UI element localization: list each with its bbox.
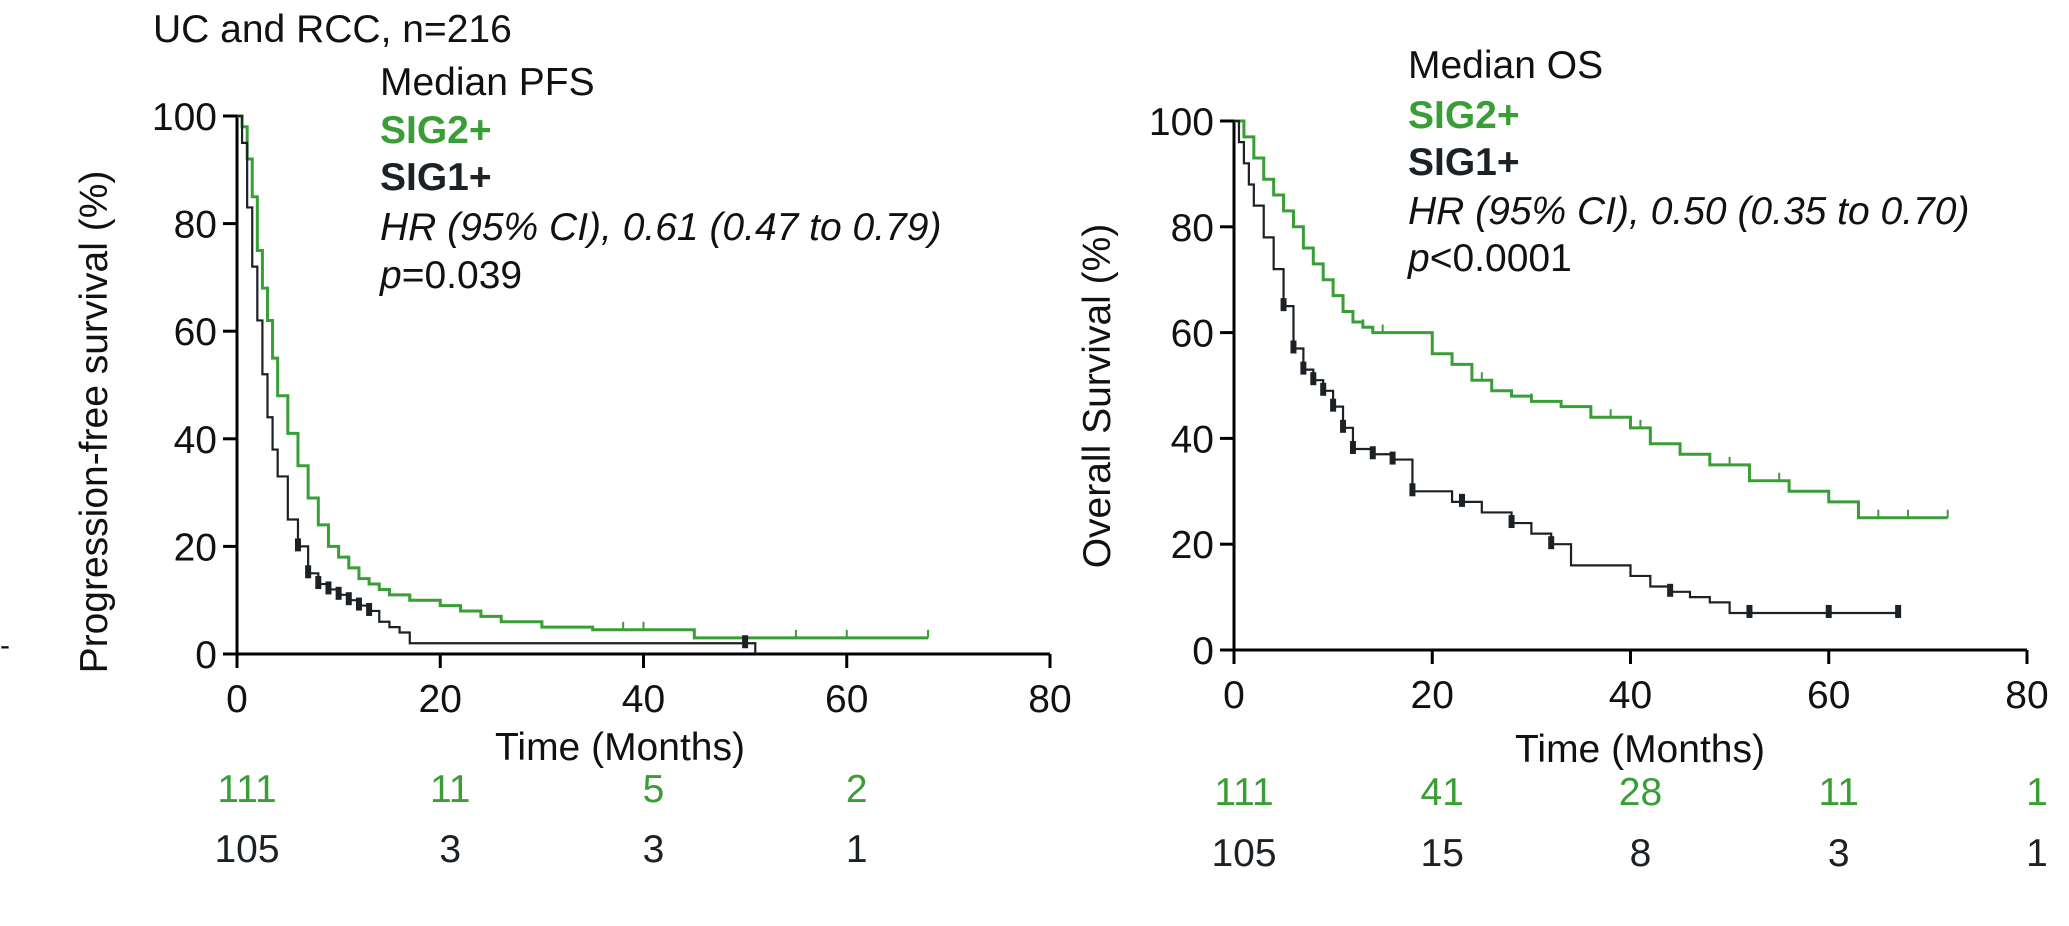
os-at-risk-count: 11 — [1819, 771, 1860, 814]
os-at-risk-count: 3 — [1828, 832, 1850, 875]
os-y-tick-label: 20 — [1171, 524, 1214, 567]
pfs-x-label: Time (Months) — [495, 726, 745, 769]
pfs-y-tick-label: 100 — [152, 96, 217, 139]
os-y-tick-label: 40 — [1171, 418, 1214, 461]
pfs-y-tick-label: 0 — [195, 634, 217, 677]
pfs-legend-title: Median PFS — [380, 61, 595, 104]
pfs-y-label: Progression-free survival (%) — [73, 171, 116, 674]
figure-title: UC and RCC, n=216 — [153, 8, 512, 51]
os-at-risk-count: 1 — [2026, 771, 2048, 814]
os-at-risk-count: 28 — [1619, 771, 1662, 814]
os-y-tick-label: 60 — [1171, 313, 1214, 356]
os-x-tick-label: 80 — [2005, 674, 2048, 717]
pfs-x-tick-label: 0 — [226, 678, 248, 721]
os-curve-sig2-plus — [1234, 119, 1948, 520]
pfs-legend-sig2: SIG2+ — [380, 109, 492, 152]
pfs-y-tick-label: 60 — [174, 311, 217, 354]
os-at-risk-count: 105 — [1211, 832, 1276, 875]
pfs-legend: Median PFS SIG2+ SIG1+ HR (95% CI), 0.61… — [379, 61, 941, 297]
pfs-at-risk-count: 2 — [846, 768, 868, 811]
os-y-tick-label: 100 — [1149, 101, 1214, 144]
os-censor-marks — [1280, 202, 1949, 618]
os-legend-sig2: SIG2+ — [1408, 94, 1520, 137]
pfs-p-number: =0.039 — [402, 254, 522, 297]
pfs-chart: 0 20 40 60 80 0 20 40 60 80 100 Median PFS SIG2+ S… — [73, 61, 1072, 871]
panel-marker: - — [0, 629, 10, 662]
pfs-x-tick-label: 20 — [419, 678, 462, 721]
pfs-at-risk-count: 1 — [846, 828, 868, 871]
os-x-tick-label: 40 — [1609, 674, 1652, 717]
os-x-label: Time (Months) — [1515, 728, 1765, 771]
pfs-curves — [237, 114, 929, 654]
pfs-at-risk-count: 3 — [439, 828, 461, 871]
os-at-risk-count: 1 — [2026, 832, 2048, 875]
pfs-p-label: p — [379, 254, 402, 297]
pfs-at-risk-count: 105 — [214, 828, 279, 871]
pfs-p-value: p=0.039 — [379, 254, 522, 297]
pfs-x-tick-label: 80 — [1028, 678, 1071, 721]
os-p-number: <0.0001 — [1430, 237, 1572, 280]
pfs-censor-marks — [294, 538, 930, 649]
os-hazard-ratio: HR (95% CI), 0.50 (0.35 to 0.70) — [1408, 190, 1969, 233]
os-y-label: Overall Survival (%) — [1076, 224, 1119, 569]
os-p-value: p<0.0001 — [1407, 237, 1572, 280]
pfs-x-tick-label: 40 — [622, 678, 665, 721]
pfs-y-tick-label: 20 — [174, 526, 217, 569]
os-x-tick-label: 0 — [1223, 674, 1245, 717]
os-at-risk-count: 41 — [1421, 771, 1464, 814]
pfs-curve-sig2-plus — [237, 114, 929, 640]
pfs-curve-sig1-plus — [237, 114, 757, 654]
os-x-tick-label: 20 — [1411, 674, 1454, 717]
pfs-y-tick-label: 80 — [174, 204, 217, 247]
os-p-label: p — [1407, 237, 1430, 280]
pfs-at-risk-count: 111 — [217, 768, 276, 811]
os-at-risk-count: 15 — [1421, 832, 1464, 875]
pfs-hazard-ratio: HR (95% CI), 0.61 (0.47 to 0.79) — [380, 206, 941, 249]
os-legend: Median OS SIG2+ SIG1+ HR (95% CI), 0.50 … — [1407, 44, 1969, 280]
pfs-at-risk-count: 11 — [430, 768, 471, 811]
pfs-y-tick-label: 40 — [174, 419, 217, 462]
os-y-tick-label: 80 — [1171, 207, 1214, 250]
pfs-x-tick-label: 60 — [825, 678, 868, 721]
os-legend-title: Median OS — [1408, 44, 1603, 87]
os-chart: 0 20 40 60 80 0 20 40 60 80 100 Median OS SIG2+ SI… — [1076, 44, 2049, 875]
os-legend-sig1: SIG1+ — [1408, 141, 1520, 184]
os-at-risk-count: 111 — [1214, 771, 1273, 814]
pfs-legend-sig1: SIG1+ — [380, 156, 492, 199]
pfs-axes: 0 20 40 60 80 0 20 40 60 80 100 — [152, 96, 1072, 721]
os-x-tick-label: 60 — [1807, 674, 1850, 717]
pfs-at-risk-count: 3 — [643, 828, 665, 871]
os-at-risk-count: 8 — [1630, 832, 1652, 875]
os-y-tick-label: 0 — [1192, 630, 1214, 673]
os-axes: 0 20 40 60 80 0 20 40 60 80 100 — [1149, 101, 2049, 717]
pfs-at-risk-count: 5 — [643, 768, 665, 811]
